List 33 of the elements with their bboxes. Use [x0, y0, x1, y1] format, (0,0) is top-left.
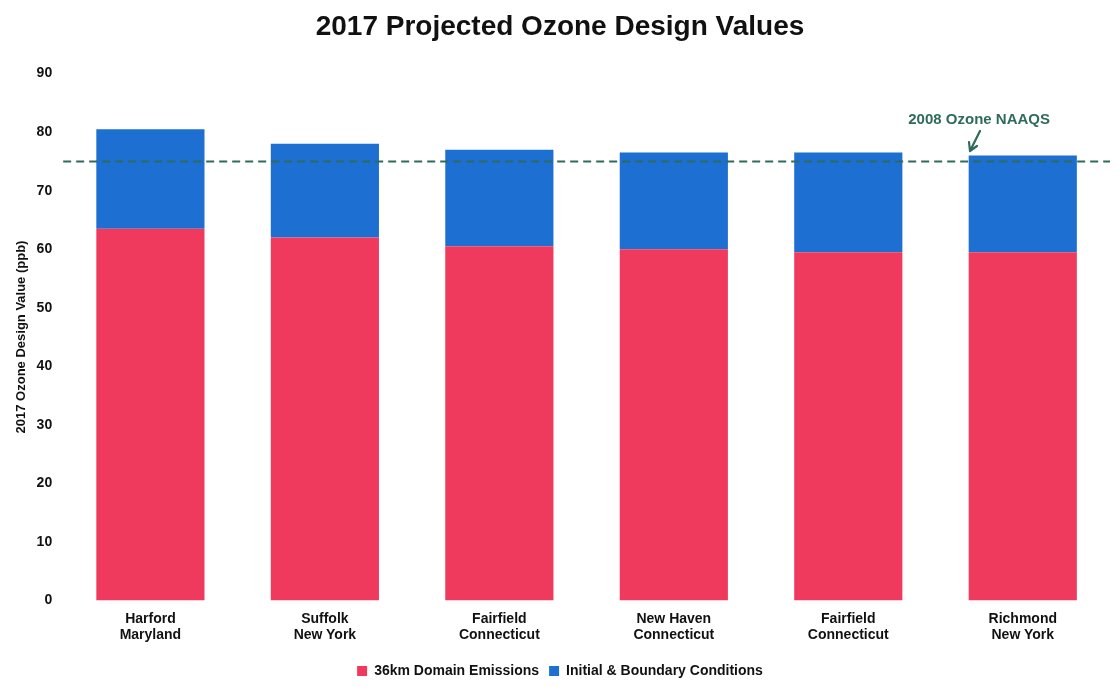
bar [445, 149, 554, 247]
bar [96, 129, 205, 229]
x-tick-label: Harford Maryland [119, 609, 182, 643]
y-tick-label: 60 [36, 240, 53, 257]
bar [270, 237, 379, 601]
bar [619, 249, 728, 601]
y-tick-label: 40 [36, 357, 53, 374]
y-tick-label: 50 [36, 298, 53, 315]
bar [794, 252, 903, 601]
ref-line-label: 2008 Ozone NAAQS [908, 110, 1050, 128]
bar [794, 152, 903, 253]
x-tick-label: Fairfield Connecticut [807, 609, 890, 643]
bar [445, 246, 554, 601]
y-tick-label: 30 [36, 415, 53, 432]
x-tick-label: Suffolk New York [293, 609, 357, 643]
bar [968, 155, 1077, 253]
y-tick-label: 10 [36, 532, 53, 549]
bar [619, 152, 728, 250]
bar [968, 252, 1077, 601]
y-tick-label: 0 [44, 591, 53, 608]
x-tick-label: Richmond New York [988, 609, 1057, 643]
y-axis-title: 2017 Ozone Design Value (ppb) [13, 240, 29, 434]
y-tick-label: 20 [36, 474, 53, 491]
bar [96, 228, 205, 601]
x-tick-label: Fairfield Connecticut [458, 609, 541, 643]
bar [270, 143, 379, 238]
chart-title: 2017 Projected Ozone Design Values [315, 9, 805, 41]
x-tick-label: New Haven Connecticut [633, 609, 715, 643]
legend-label: Initial & Boundary Conditions [566, 661, 764, 678]
y-tick-label: 70 [36, 181, 53, 198]
y-tick-label: 90 [36, 64, 53, 81]
legend-label: 36km Domain Emissions [374, 661, 540, 678]
y-tick-label: 80 [36, 122, 53, 139]
